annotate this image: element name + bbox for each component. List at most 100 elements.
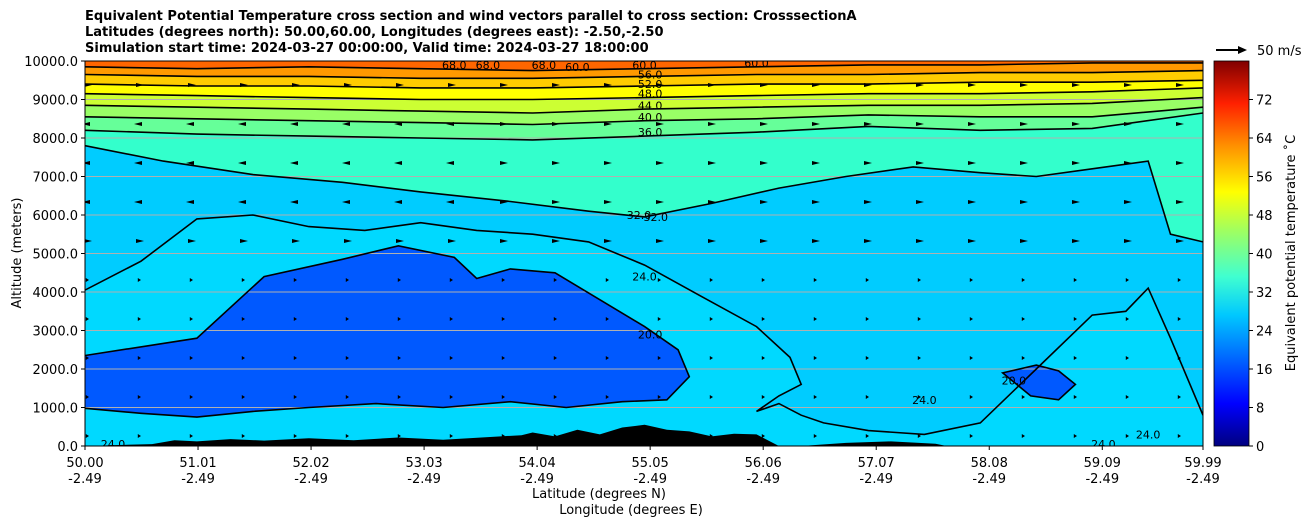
wind-vector [449,395,453,399]
x-tick-label-lat: 50.00 [66,456,103,471]
wind-vector [1073,395,1077,399]
wind-vector [812,161,820,165]
wind-vector [85,239,92,243]
colorbar-tick-label: 24 [1256,325,1273,340]
wind-vector [293,278,297,282]
contour-label: 60.0 [565,61,590,74]
wind-vector [396,83,404,87]
y-tick-label: 4000.0 [33,286,79,301]
wind-vector [186,122,194,126]
wind-vector [813,317,817,321]
fill-band-cold-pocket [1002,365,1076,400]
wind-vector [394,200,402,204]
wind-vector [709,356,713,360]
wind-vector [708,122,716,126]
wind-vector [657,356,661,360]
wind-vector [449,278,453,282]
wind-vector [241,317,245,321]
fill-band-60 [85,61,1203,71]
wind-vector [501,278,505,282]
wind-vector [345,356,349,360]
wind-vector [552,83,560,87]
wind-vector [969,434,973,438]
wind-vector [761,356,765,360]
wind-vector [345,278,349,282]
colorbar-tick-label: 64 [1256,132,1273,147]
wind-vector [1124,83,1132,87]
wind-vector [1176,122,1184,126]
contour-line-20 [1000,364,1077,401]
contour-line-60 [85,62,1203,72]
wind-vector [1020,239,1028,243]
colorbar-tick-label: 48 [1256,209,1273,224]
wind-vector [1176,161,1184,165]
wind-vector [189,395,193,399]
contour-label: 48.0 [638,88,663,101]
wind-vector [1072,239,1080,243]
wind-vector [446,200,454,204]
contour-line-44 [85,96,1203,114]
contour-line-48 [85,87,1203,101]
wind-vector [864,200,872,204]
wind-vector [85,200,90,204]
x-tick-label-lon: -2.49 [972,472,1006,487]
wind-vector [1176,83,1184,87]
wind-vector [134,161,142,165]
x-tick-label-lat: 56.06 [745,456,782,471]
colorbar-tick-label: 8 [1256,402,1264,417]
x-tick-label-lon: -2.49 [294,472,328,487]
wind-vector [761,434,765,438]
fill-band-cold-core [85,245,690,418]
wind-vector [240,239,248,243]
contour-label: 60.0 [632,59,657,72]
colorbar-ticks: 0 8 16 24 32 40 48 56 64 72 [1249,94,1273,455]
x-axis-label-latitude: Latitude (degrees N) [532,487,666,502]
wind-vectors [85,83,1184,438]
wind-vector [448,83,456,87]
wind-vector [293,395,297,399]
contour-label: 40.0 [638,111,663,124]
contour-label: 52.0 [638,78,663,91]
wind-vector [657,317,661,321]
contour-label: 24.0 [101,438,126,451]
wind-vector [85,278,89,282]
x-tick-label-lat: 53.03 [405,456,442,471]
y-tick-label: 10000.0 [24,55,78,70]
wind-vector [1072,83,1080,87]
wind-vector [293,434,297,438]
contour-label: 20.0 [638,328,663,341]
wind-vector [553,317,557,321]
wind-vector [241,356,245,360]
quiver-key: 50 m/s [1216,44,1302,59]
wind-vector [1020,83,1028,87]
x-tick-label-lon: -2.49 [859,472,893,487]
wind-vector [85,122,90,126]
x-tick-label-lat: 59.09 [1084,456,1121,471]
contour-line-52 [85,79,1203,89]
wind-vector [969,278,973,282]
wind-vector [342,200,350,204]
wind-vector [865,278,869,282]
wind-vector [189,434,193,438]
wind-vector [865,395,869,399]
wind-vector [1125,395,1129,399]
wind-vector [85,434,89,438]
wind-vector [1020,161,1028,165]
wind-vector [345,317,349,321]
wind-vector [968,122,976,126]
x-tick-label-lon: -2.49 [181,472,215,487]
wind-vector [342,122,350,126]
wind-vector [137,278,141,282]
y-tick-label: 0.0 [57,440,78,455]
colorbar-tick-label: 32 [1256,286,1273,301]
wind-vector [1021,356,1025,360]
wind-vector [448,239,456,243]
wind-vector [813,395,817,399]
wind-vector [1020,200,1028,204]
contour-label: 24.0 [912,394,937,407]
wind-vector [501,317,505,321]
contour-labels: 60.0 60.056.052.048.044.040.036.032.032.0… [101,59,1161,451]
contour-label: 24.0 [1136,428,1161,441]
x-tick-label-lat: 59.99 [1184,456,1221,471]
wind-vector [241,434,245,438]
